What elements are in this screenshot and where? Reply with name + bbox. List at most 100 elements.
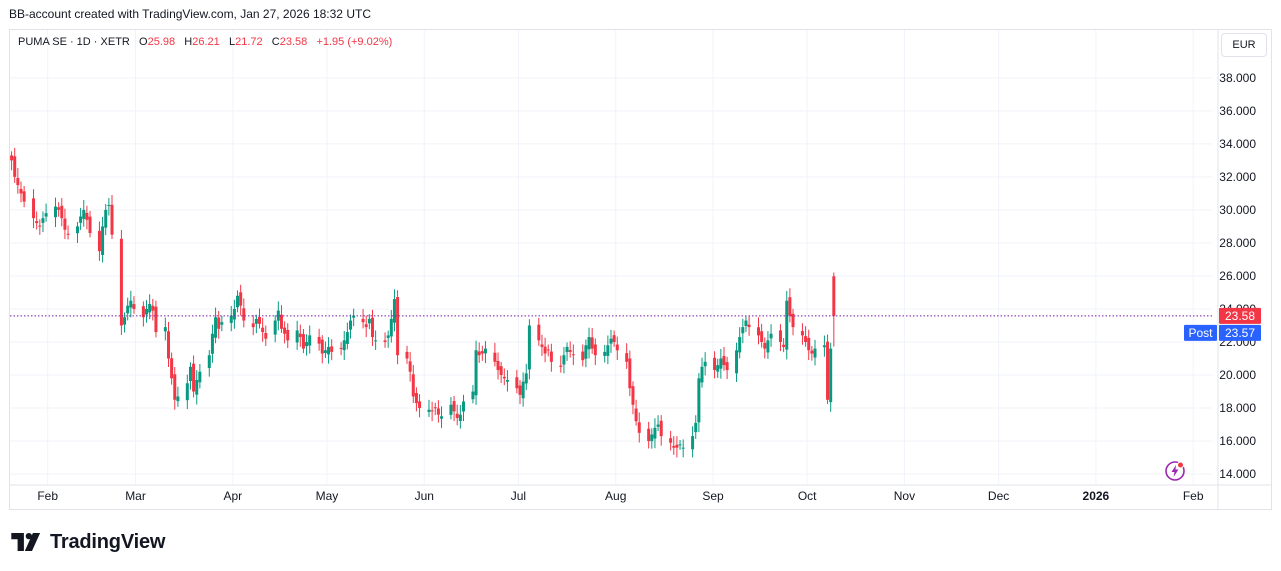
candle-body bbox=[477, 351, 481, 356]
candle-body bbox=[832, 276, 836, 316]
candle-body bbox=[581, 351, 585, 361]
candle-body bbox=[195, 379, 199, 395]
open-label: O bbox=[139, 36, 148, 48]
candle-body bbox=[634, 408, 638, 422]
post-tag bbox=[1184, 324, 1217, 341]
candle-body bbox=[308, 335, 312, 346]
logo-text: TradingView bbox=[50, 530, 166, 553]
candle-body bbox=[317, 336, 321, 344]
candle-body bbox=[10, 155, 14, 161]
candle-body bbox=[242, 308, 246, 321]
candle-body bbox=[593, 344, 597, 356]
candle-body bbox=[672, 445, 676, 448]
candle-body bbox=[440, 416, 444, 419]
candle-body bbox=[104, 209, 108, 228]
flash-icon[interactable] bbox=[1164, 460, 1186, 482]
y-tick-label: 18.000 bbox=[1219, 401, 1256, 415]
candle-body bbox=[744, 320, 748, 326]
tradingview-logo[interactable]: TradingView bbox=[11, 531, 165, 553]
candle-body bbox=[725, 362, 729, 371]
x-tick-label: Dec bbox=[988, 489, 1009, 503]
candle-body bbox=[261, 327, 265, 333]
candle-body bbox=[258, 316, 262, 324]
candle-body bbox=[251, 323, 255, 328]
candle-body bbox=[697, 378, 701, 423]
candle-body bbox=[527, 325, 531, 370]
grid-lines bbox=[10, 30, 1212, 484]
candle-body bbox=[540, 344, 544, 347]
x-tick-label: Jun bbox=[415, 489, 434, 503]
candle-body bbox=[16, 177, 20, 186]
candle-body bbox=[546, 349, 550, 351]
candle-body bbox=[44, 213, 48, 217]
candle-body bbox=[396, 297, 400, 356]
y-tick-label: 30.000 bbox=[1219, 203, 1256, 217]
candle-body bbox=[411, 374, 415, 397]
candle-body bbox=[107, 204, 111, 206]
candle-body bbox=[810, 350, 814, 354]
candle-body bbox=[826, 341, 830, 400]
candle-body bbox=[788, 297, 792, 316]
post-tag-label: Post bbox=[1188, 326, 1213, 340]
candle-body bbox=[757, 327, 761, 336]
candle-body bbox=[681, 447, 685, 449]
candle-body bbox=[735, 350, 739, 374]
last-price-tag bbox=[1219, 307, 1261, 324]
y-tick-label: 16.000 bbox=[1219, 434, 1256, 448]
candle-body bbox=[35, 221, 39, 224]
candle-body bbox=[430, 410, 434, 412]
candle-body bbox=[778, 330, 782, 342]
candle-body bbox=[361, 318, 365, 323]
candle-body bbox=[229, 315, 233, 323]
candle-body bbox=[22, 191, 26, 202]
candle-body bbox=[57, 207, 61, 210]
x-tick-label: Oct bbox=[798, 489, 817, 503]
candle-body bbox=[606, 345, 610, 356]
candle-body bbox=[220, 322, 224, 325]
candle-body bbox=[383, 340, 387, 342]
candle-body bbox=[192, 363, 196, 392]
candle-body bbox=[217, 317, 221, 329]
y-tick-label: 28.000 bbox=[1219, 236, 1256, 250]
candle-body bbox=[367, 318, 371, 324]
candle-body bbox=[414, 392, 418, 404]
candle-body bbox=[110, 204, 114, 235]
chart-credit: BB-account created with TradingView.com,… bbox=[9, 7, 371, 21]
candle-body bbox=[603, 351, 607, 356]
candle-body bbox=[537, 324, 541, 341]
x-tick-label: Apr bbox=[223, 489, 242, 503]
currency-button[interactable]: EUR bbox=[1221, 33, 1267, 57]
change-value: +1.95 (+9.02%) bbox=[316, 36, 393, 48]
candle-body bbox=[800, 331, 804, 336]
close-label: C bbox=[271, 36, 280, 48]
candle-body bbox=[151, 305, 155, 311]
candle-body bbox=[496, 360, 500, 371]
candle-body bbox=[656, 424, 660, 427]
chart-frame[interactable] bbox=[9, 29, 1272, 510]
candle-body bbox=[615, 344, 619, 351]
candle-body bbox=[609, 338, 613, 344]
candle-body bbox=[119, 238, 123, 326]
candle-body bbox=[339, 347, 343, 349]
candle-body bbox=[675, 444, 679, 448]
candle-body bbox=[129, 300, 133, 308]
candle-body bbox=[405, 351, 409, 359]
candle-body bbox=[766, 340, 770, 353]
candle-body bbox=[141, 306, 145, 318]
candle-body bbox=[126, 305, 130, 314]
candle-body bbox=[75, 226, 79, 234]
high-value: 26.21 bbox=[192, 36, 220, 48]
candle-body bbox=[562, 355, 566, 365]
candle-body bbox=[804, 336, 808, 342]
candle-body bbox=[722, 356, 726, 366]
candle-body bbox=[408, 361, 412, 372]
candle-body bbox=[374, 340, 378, 342]
candle-body bbox=[455, 413, 459, 418]
candle-body bbox=[154, 306, 158, 333]
x-tick-label: 2026 bbox=[1083, 489, 1110, 503]
candle-body bbox=[163, 327, 167, 332]
candle-body bbox=[41, 218, 45, 223]
candle-body bbox=[452, 401, 456, 412]
candle-body bbox=[502, 376, 506, 379]
